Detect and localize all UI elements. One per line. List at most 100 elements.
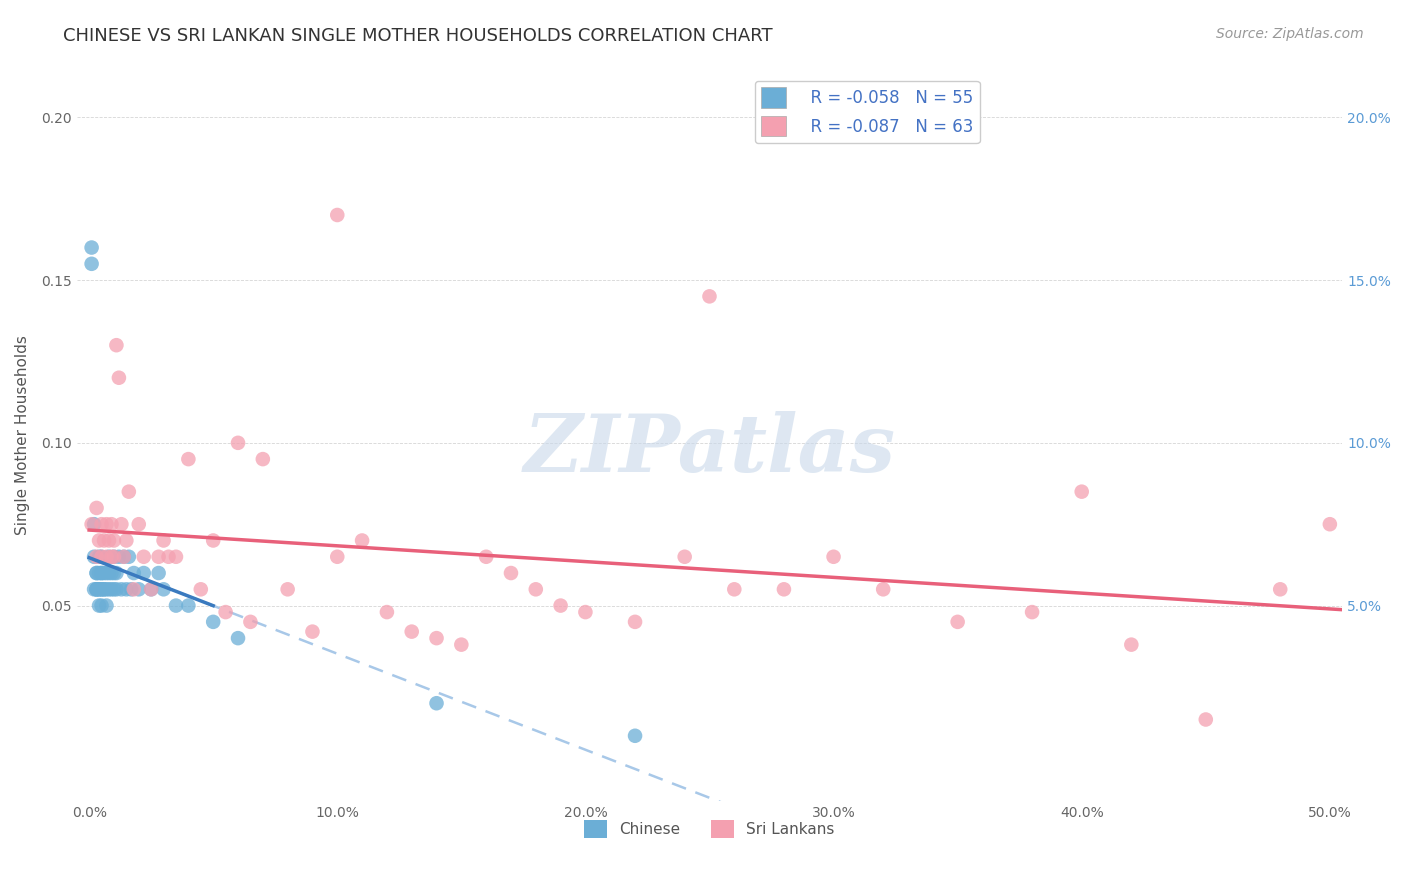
Point	[80, 241, 103, 255]
Point	[118, 484, 141, 499]
Point	[87, 533, 110, 548]
Point	[226, 435, 249, 450]
Point	[90, 566, 112, 580]
Point	[1021, 605, 1043, 619]
Point	[120, 582, 142, 597]
Point	[103, 533, 125, 548]
Point	[86, 582, 108, 597]
Point	[673, 549, 696, 564]
Point	[122, 566, 145, 580]
Point	[103, 549, 125, 564]
Point	[86, 549, 108, 564]
Point	[624, 729, 647, 743]
Point	[326, 208, 349, 222]
Point	[90, 549, 112, 564]
Point	[1319, 517, 1341, 532]
Point	[105, 338, 128, 352]
Point	[141, 582, 163, 597]
Point	[90, 566, 112, 580]
Point	[152, 582, 174, 597]
Point	[115, 582, 138, 597]
Point	[87, 566, 110, 580]
Point	[499, 566, 522, 580]
Point	[90, 582, 112, 597]
Point	[96, 566, 118, 580]
Point	[83, 582, 105, 597]
Point	[450, 638, 472, 652]
Point	[823, 549, 845, 564]
Point	[90, 582, 112, 597]
Point	[90, 549, 112, 564]
Point	[773, 582, 796, 597]
Point	[96, 549, 118, 564]
Point	[550, 599, 572, 613]
Point	[252, 452, 274, 467]
Point	[122, 582, 145, 597]
Point	[425, 696, 447, 710]
Legend: Chinese, Sri Lankans: Chinese, Sri Lankans	[578, 814, 841, 845]
Point	[110, 517, 132, 532]
Point	[87, 599, 110, 613]
Point	[326, 549, 349, 564]
Point	[475, 549, 498, 564]
Point	[425, 631, 447, 645]
Point	[90, 599, 112, 613]
Point	[148, 549, 170, 564]
Point	[108, 549, 131, 564]
Point	[226, 631, 249, 645]
Point	[301, 624, 323, 639]
Point	[157, 549, 180, 564]
Point	[177, 452, 200, 467]
Point	[190, 582, 212, 597]
Point	[100, 566, 122, 580]
Point	[105, 566, 128, 580]
Point	[100, 549, 122, 564]
Point	[108, 370, 131, 384]
Point	[1195, 713, 1218, 727]
Point	[277, 582, 299, 597]
Point	[83, 549, 105, 564]
Point	[118, 549, 141, 564]
Point	[1121, 638, 1143, 652]
Point	[93, 582, 115, 597]
Point	[165, 549, 187, 564]
Point	[112, 549, 135, 564]
Point	[103, 582, 125, 597]
Point	[98, 582, 121, 597]
Point	[148, 566, 170, 580]
Point	[103, 549, 125, 564]
Text: CHINESE VS SRI LANKAN SINGLE MOTHER HOUSEHOLDS CORRELATION CHART: CHINESE VS SRI LANKAN SINGLE MOTHER HOUS…	[63, 27, 773, 45]
Point	[946, 615, 969, 629]
Point	[152, 533, 174, 548]
Point	[86, 566, 108, 580]
Point	[93, 533, 115, 548]
Point	[105, 582, 128, 597]
Point	[574, 605, 596, 619]
Point	[115, 533, 138, 548]
Point	[872, 582, 894, 597]
Point	[83, 517, 105, 532]
Y-axis label: Single Mother Households: Single Mother Households	[15, 334, 30, 534]
Point	[624, 615, 647, 629]
Point	[87, 582, 110, 597]
Point	[80, 517, 103, 532]
Point	[87, 549, 110, 564]
Point	[112, 549, 135, 564]
Point	[93, 582, 115, 597]
Point	[96, 599, 118, 613]
Point	[401, 624, 423, 639]
Point	[96, 517, 118, 532]
Point	[98, 549, 121, 564]
Point	[202, 615, 225, 629]
Point	[202, 533, 225, 548]
Point	[132, 566, 155, 580]
Point	[165, 599, 187, 613]
Point	[96, 582, 118, 597]
Point	[1270, 582, 1292, 597]
Point	[90, 517, 112, 532]
Point	[100, 582, 122, 597]
Text: ZIPatlas: ZIPatlas	[523, 410, 896, 488]
Point	[141, 582, 163, 597]
Point	[375, 605, 398, 619]
Point	[699, 289, 721, 303]
